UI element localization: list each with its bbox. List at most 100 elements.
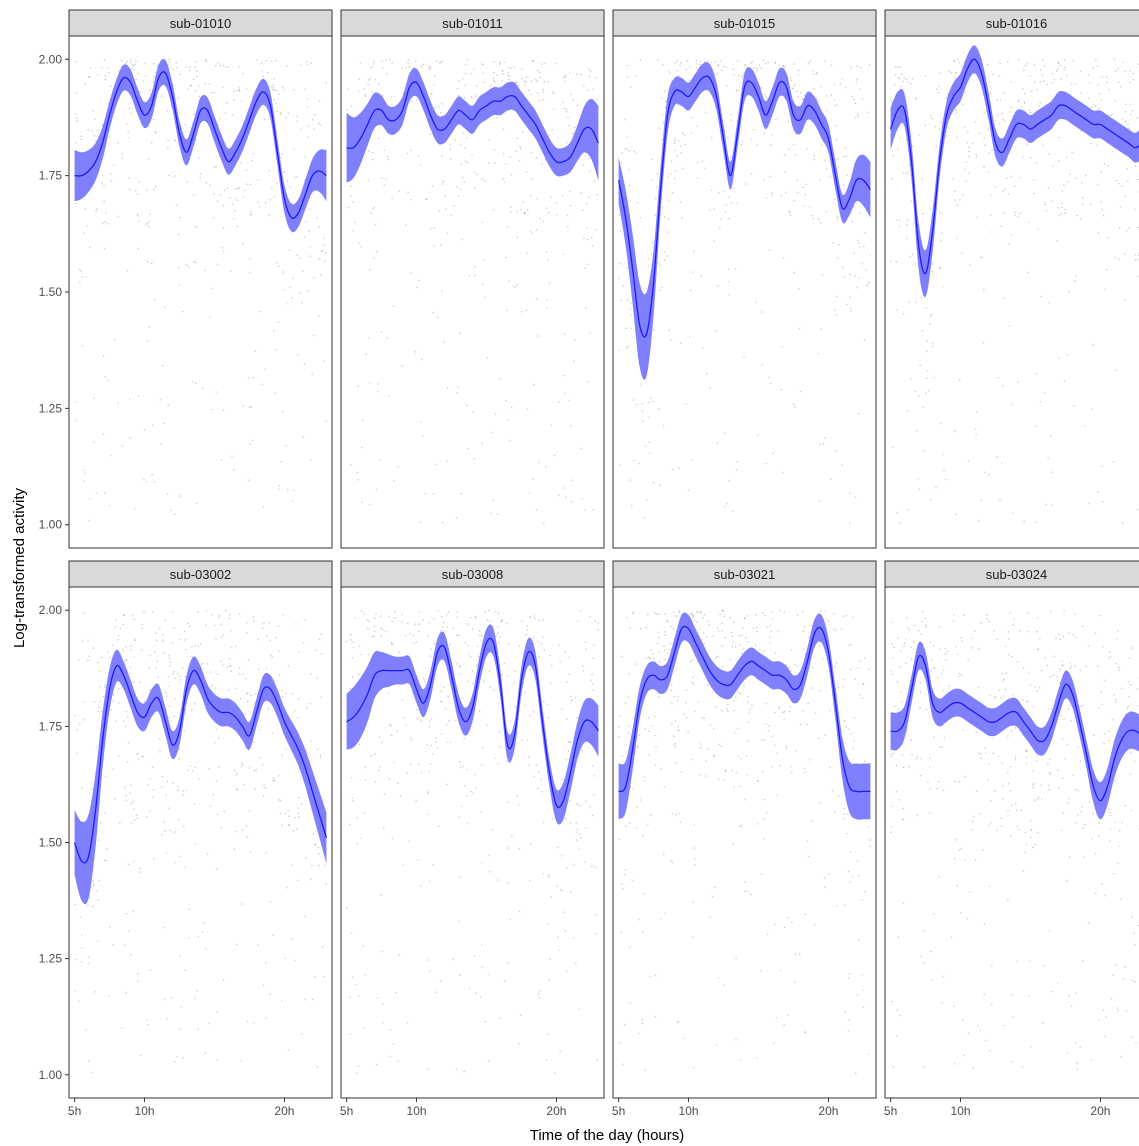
raw-point (779, 609, 781, 612)
facet-title: sub-01015 (714, 16, 775, 31)
raw-point (1009, 765, 1012, 768)
raw-point (1063, 59, 1066, 61)
raw-point (264, 787, 267, 789)
raw-point (440, 615, 443, 618)
raw-point (779, 764, 781, 767)
raw-point (205, 624, 207, 626)
raw-point (626, 267, 629, 269)
raw-point (737, 89, 739, 91)
raw-point (756, 630, 758, 633)
raw-point (854, 275, 856, 277)
raw-point (1031, 90, 1033, 92)
raw-point (410, 100, 412, 103)
raw-point (843, 719, 845, 722)
raw-point (1033, 63, 1036, 66)
raw-point (293, 88, 295, 91)
raw-point (921, 329, 924, 332)
raw-point (528, 764, 530, 767)
raw-point (391, 62, 393, 64)
raw-point (653, 612, 656, 614)
raw-point (963, 1054, 966, 1057)
raw-point (898, 799, 901, 801)
raw-point (167, 146, 169, 149)
raw-point (272, 84, 274, 87)
raw-point (373, 635, 375, 638)
raw-point (238, 87, 241, 89)
raw-point (1049, 772, 1051, 774)
raw-point (117, 402, 119, 404)
raw-point (771, 611, 773, 613)
raw-point (507, 962, 509, 964)
raw-point (127, 863, 130, 865)
raw-point (462, 176, 464, 179)
raw-point (890, 753, 893, 756)
raw-point (823, 877, 826, 879)
raw-point (936, 677, 939, 679)
raw-point (460, 143, 462, 145)
raw-point (166, 110, 168, 112)
raw-point (632, 399, 635, 401)
raw-point (1010, 804, 1013, 806)
y-axis-title: Log-transformed activity (11, 487, 28, 648)
raw-point (555, 213, 558, 216)
raw-point (130, 645, 133, 647)
raw-point (595, 932, 598, 935)
raw-point (750, 172, 753, 175)
raw-point (739, 692, 741, 694)
raw-point (582, 164, 584, 166)
facet-title: sub-03021 (714, 567, 775, 582)
raw-point (368, 150, 370, 152)
raw-point (277, 265, 280, 267)
raw-point (576, 828, 579, 831)
raw-point (858, 874, 860, 877)
raw-point (428, 970, 431, 972)
raw-point (899, 522, 902, 524)
raw-point (592, 683, 594, 685)
raw-point (200, 663, 203, 666)
raw-point (515, 706, 517, 708)
raw-point (585, 800, 587, 803)
raw-point (563, 107, 566, 109)
raw-point (589, 70, 592, 73)
raw-point (458, 761, 461, 763)
raw-point (133, 860, 135, 862)
raw-point (850, 66, 852, 68)
raw-point (365, 353, 367, 356)
raw-point (669, 642, 672, 645)
raw-point (1088, 801, 1091, 803)
raw-point (545, 207, 548, 209)
raw-point (350, 932, 353, 934)
raw-point (170, 720, 172, 722)
raw-point (361, 446, 363, 449)
raw-point (80, 961, 83, 963)
raw-point (227, 66, 229, 68)
raw-point (458, 816, 460, 818)
raw-point (992, 752, 995, 755)
raw-point (623, 1023, 626, 1026)
raw-point (626, 76, 629, 78)
raw-point (922, 610, 924, 613)
raw-point (1027, 271, 1030, 274)
raw-point (758, 64, 761, 66)
raw-point (526, 625, 528, 627)
raw-point (155, 131, 157, 134)
raw-point (151, 424, 154, 427)
raw-point (1118, 227, 1121, 229)
raw-point (542, 88, 544, 91)
raw-point (1039, 101, 1041, 104)
raw-point (645, 499, 648, 501)
raw-point (151, 766, 154, 768)
raw-point (441, 60, 444, 62)
raw-point (532, 59, 535, 62)
raw-point (706, 636, 708, 638)
x-tick-label: 20h (1090, 1104, 1110, 1118)
raw-point (1047, 707, 1050, 710)
raw-point (571, 699, 573, 701)
raw-point (1119, 206, 1122, 208)
raw-point (898, 225, 900, 228)
raw-point (142, 80, 145, 82)
raw-point (276, 110, 278, 113)
raw-point (978, 647, 980, 650)
raw-point (364, 766, 367, 769)
raw-point (685, 689, 688, 691)
